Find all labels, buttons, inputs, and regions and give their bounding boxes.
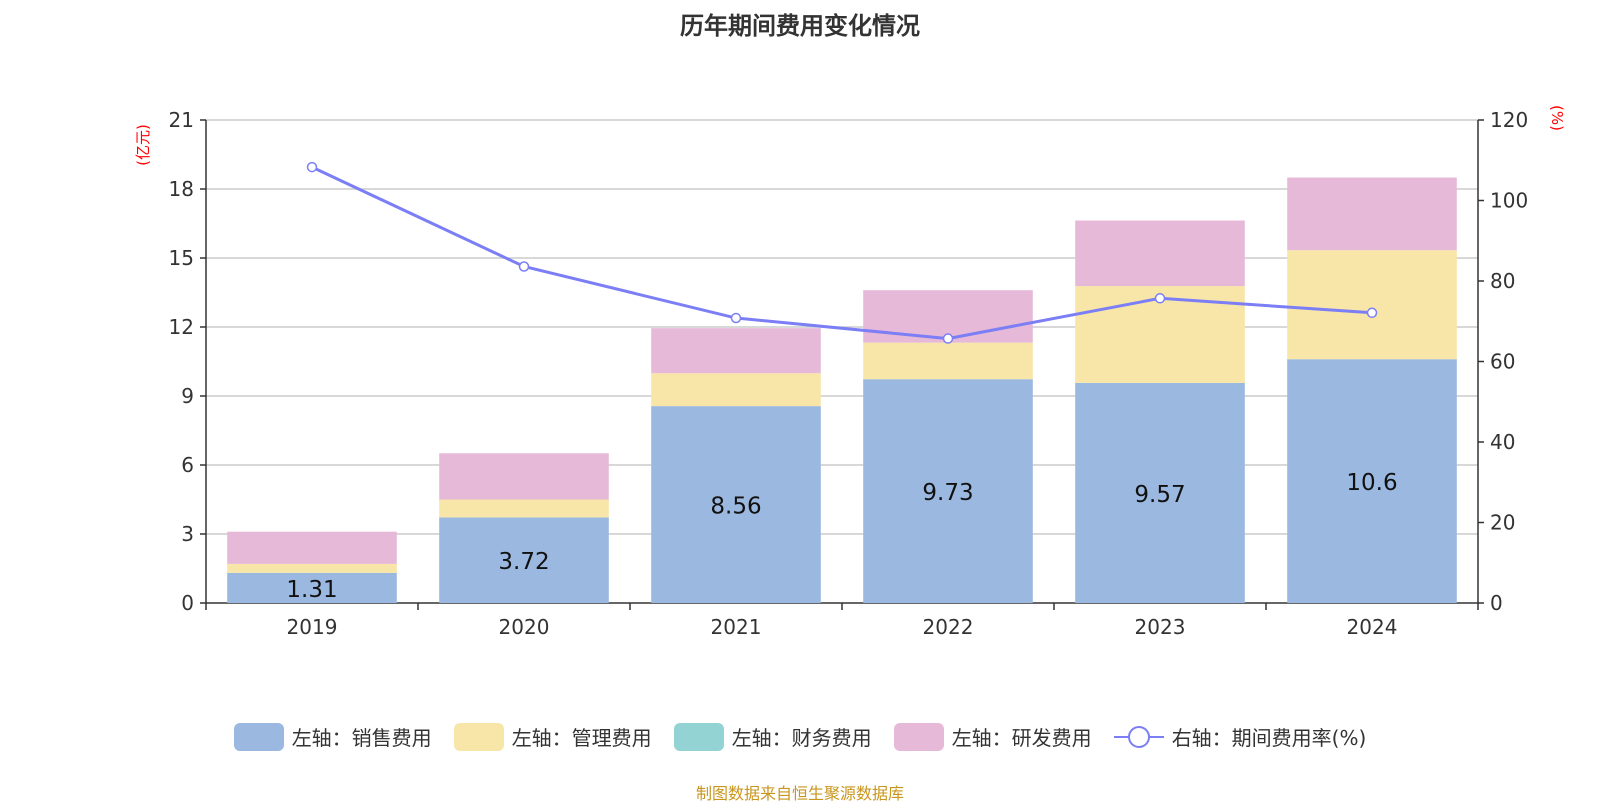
- bar-左轴：销售费用: [1075, 382, 1245, 603]
- bar-左轴：销售费用: [863, 379, 1033, 603]
- left-tick-label: 12: [169, 315, 194, 339]
- bar-左轴：销售费用: [227, 572, 397, 603]
- bar-左轴：销售费用: [439, 517, 609, 603]
- left-tick-label: 3: [181, 522, 194, 546]
- x-tick-label: 2023: [1135, 615, 1186, 639]
- line-series: [311, 165, 1373, 341]
- left-tick-label: 6: [181, 453, 194, 477]
- x-tick-label: 2019: [287, 615, 338, 639]
- legend-item[interactable]: 左轴：研发费用: [893, 722, 1092, 751]
- right-tick-label: 0: [1490, 591, 1503, 615]
- bar-左轴：研发费用: [1075, 220, 1245, 287]
- bar-左轴：研发费用: [1287, 177, 1457, 251]
- bar-左轴：销售费用: [651, 406, 821, 603]
- right-tick-label: 40: [1490, 430, 1515, 454]
- bar-data-label: 9.57: [1134, 482, 1185, 508]
- bar-data-label: 10.6: [1346, 470, 1397, 496]
- right-tick-label: 80: [1490, 269, 1515, 293]
- left-axis-unit: (亿元): [134, 124, 152, 166]
- right-tick-label: 20: [1490, 511, 1515, 535]
- bar-左轴：管理费用: [439, 499, 609, 518]
- right-tick-label: 60: [1490, 350, 1515, 374]
- legend-swatch-icon: [233, 722, 284, 751]
- bar-左轴：研发费用: [439, 453, 609, 500]
- bar-左轴：管理费用: [651, 373, 821, 407]
- bar-左轴：研发费用: [227, 531, 397, 564]
- left-tick-label: 0: [181, 591, 194, 615]
- right-axis-unit: (%): [1548, 105, 1566, 131]
- legend-label: 左轴：研发费用: [951, 726, 1092, 750]
- legend-line-icon: [1113, 725, 1164, 748]
- line-point: [1154, 293, 1166, 304]
- legend-swatch-icon: [893, 722, 944, 751]
- legend-item[interactable]: 左轴：管理费用: [453, 722, 652, 751]
- x-tick-label: 2021: [711, 615, 762, 639]
- legend-item[interactable]: 左轴：财务费用: [673, 722, 872, 751]
- bar-左轴：销售费用: [1287, 359, 1457, 603]
- left-tick-label: 9: [181, 384, 194, 408]
- x-tick-label: 2020: [499, 615, 550, 639]
- chart-title: 历年期间费用变化情况: [680, 12, 920, 40]
- bar-data-label: 3.72: [498, 549, 549, 575]
- legend-swatch-icon: [453, 722, 504, 751]
- legend-item[interactable]: 左轴：销售费用: [233, 722, 432, 751]
- legend-label: 左轴：销售费用: [291, 726, 432, 750]
- line-point: [730, 312, 742, 324]
- bar-data-label: 8.56: [710, 494, 761, 520]
- legend: 左轴：销售费用 左轴：管理费用 左轴：财务费用 左轴：研发费用 右轴：期间费用率(%): [0, 722, 1600, 751]
- bar-左轴：管理费用: [227, 563, 397, 573]
- bar-左轴：管理费用: [863, 342, 1033, 380]
- x-tick-label: 2024: [1347, 615, 1398, 639]
- left-tick-label: 21: [169, 108, 194, 132]
- left-tick-label: 15: [169, 246, 194, 270]
- line-point: [1366, 307, 1378, 319]
- right-tick-label: 120: [1490, 108, 1528, 132]
- bar-左轴：管理费用: [1287, 250, 1457, 360]
- legend-label: 左轴：管理费用: [511, 726, 652, 750]
- legend-label: 左轴：财务费用: [731, 726, 872, 750]
- bar-左轴：研发费用: [651, 328, 821, 374]
- line-point: [306, 161, 318, 173]
- source-note: 制图数据来自恒生聚源数据库: [695, 784, 904, 803]
- legend-swatch-icon: [673, 722, 724, 751]
- line-point: [942, 333, 954, 344]
- legend-item[interactable]: 右轴：期间费用率(%): [1113, 722, 1367, 751]
- legend-label: 右轴：期间费用率(%): [1171, 726, 1367, 750]
- bar-data-label: 9.73: [922, 480, 973, 506]
- bar-data-label: 1.31: [286, 577, 337, 603]
- right-tick-label: 100: [1490, 189, 1528, 213]
- x-tick-label: 2022: [923, 615, 974, 639]
- line-point: [518, 261, 530, 272]
- left-tick-label: 18: [169, 177, 194, 201]
